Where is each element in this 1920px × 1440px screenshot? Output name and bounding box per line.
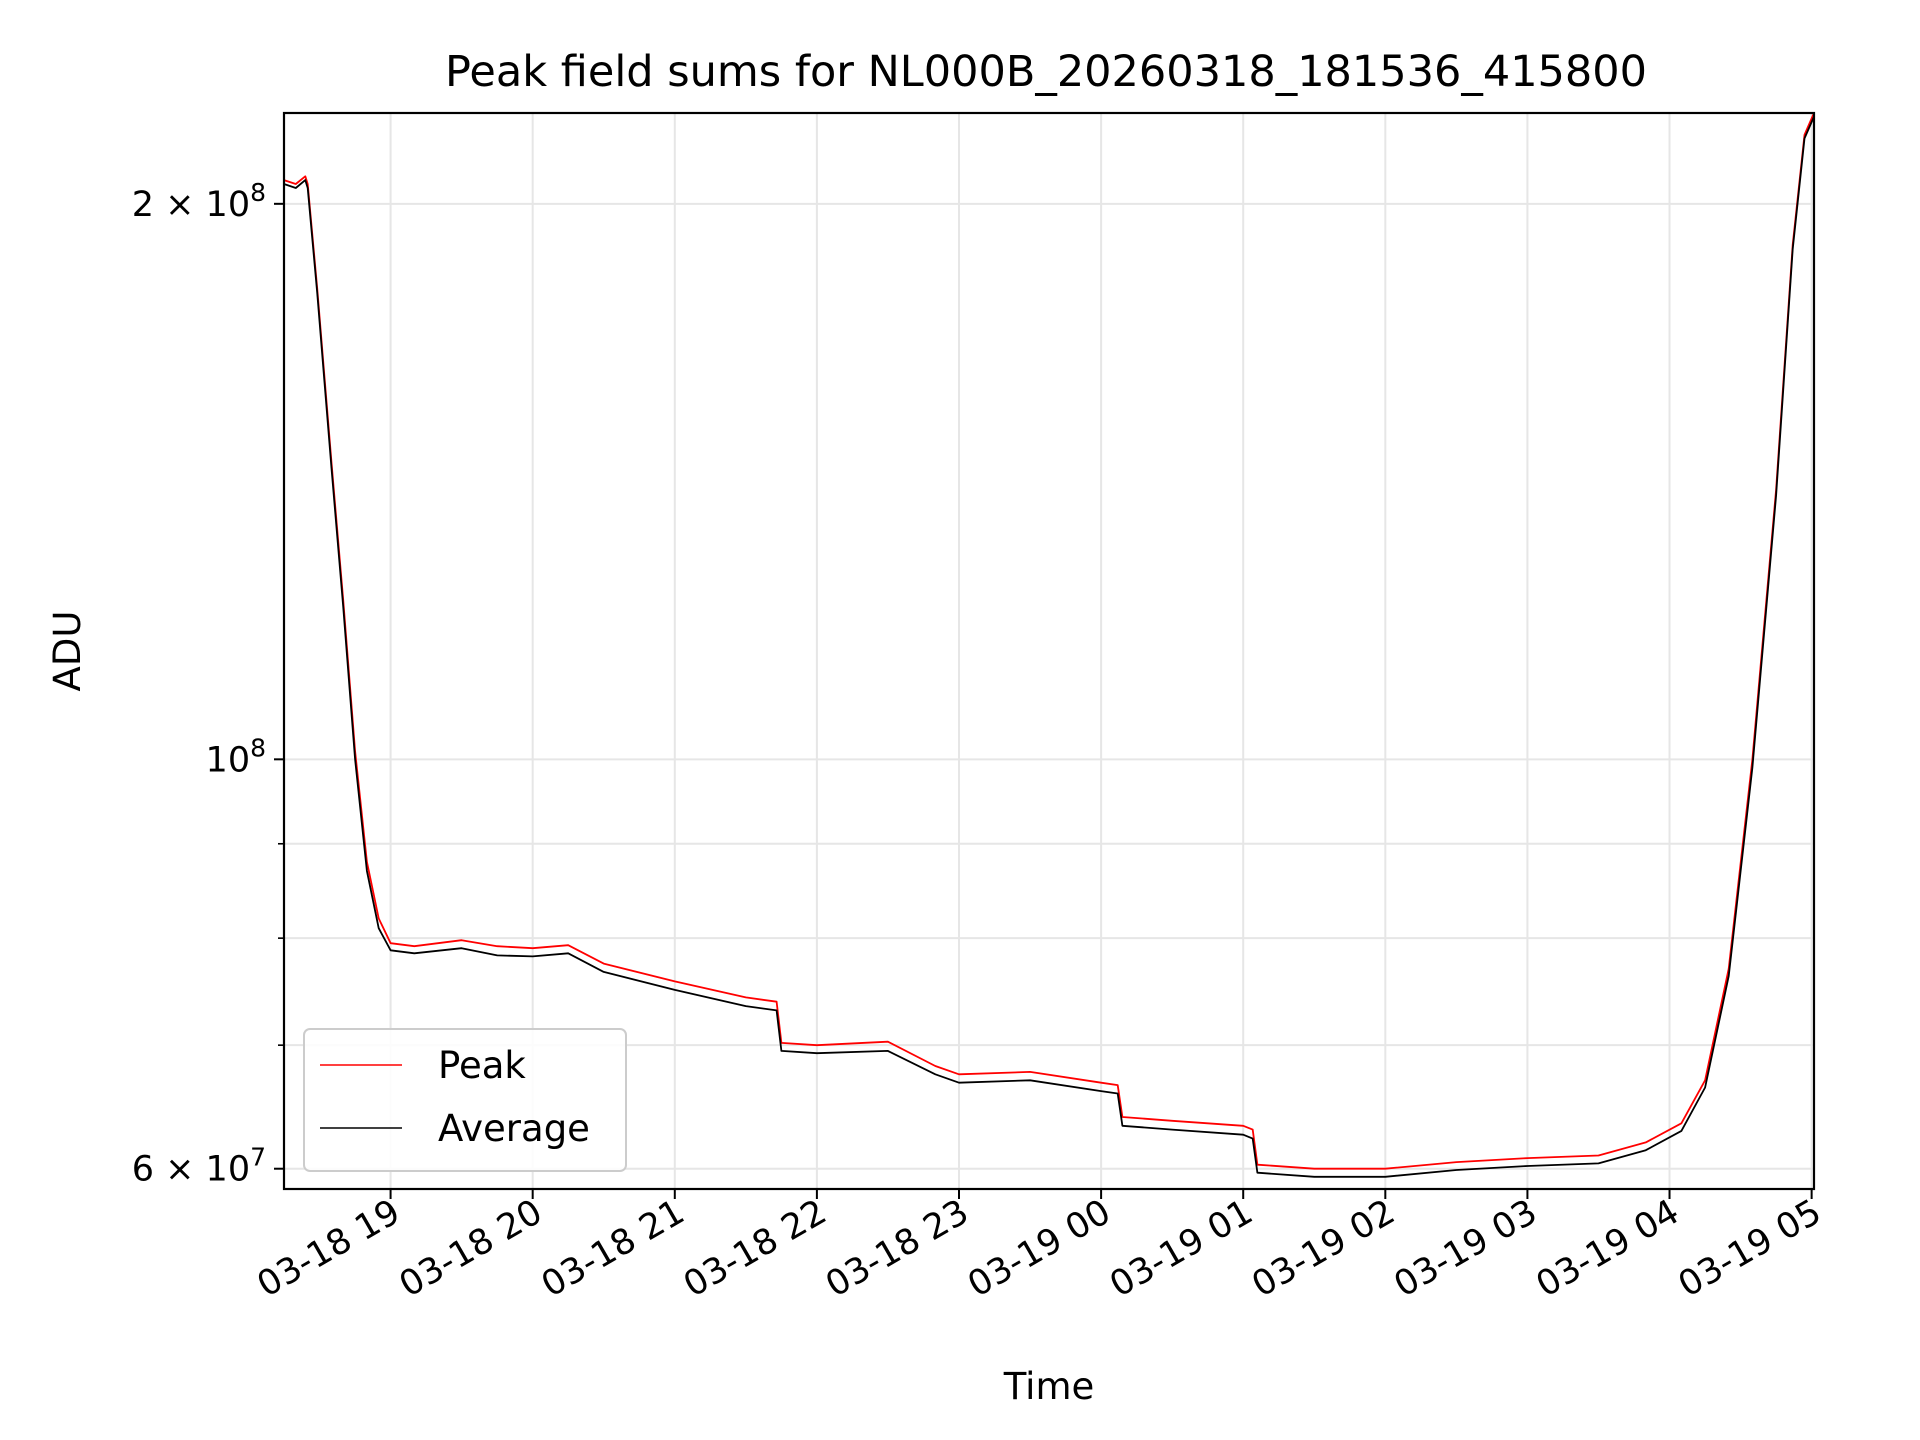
grid bbox=[284, 113, 1814, 1189]
series-layer bbox=[283, 112, 1815, 1178]
y-axis: 6 × 107 108 2 × 108 bbox=[132, 178, 284, 1190]
y-tick-label: 6 × 107 bbox=[132, 1143, 266, 1190]
legend-label-average: Average bbox=[438, 1107, 590, 1150]
y-tick-label: 108 bbox=[206, 733, 266, 780]
legend-label-peak: Peak bbox=[438, 1044, 526, 1087]
legend: Peak Average bbox=[303, 1028, 627, 1172]
series-line-average bbox=[283, 116, 1815, 1178]
x-axis-label: Time bbox=[1003, 1365, 1095, 1408]
plot-frame bbox=[282, 111, 1816, 1191]
y-tick-label: 2 × 108 bbox=[132, 178, 266, 225]
y-axis-label: ADU bbox=[46, 611, 89, 692]
chart-title: Peak field sums for NL000B_20260318_1815… bbox=[445, 47, 1647, 97]
series-line-peak bbox=[283, 112, 1815, 1170]
